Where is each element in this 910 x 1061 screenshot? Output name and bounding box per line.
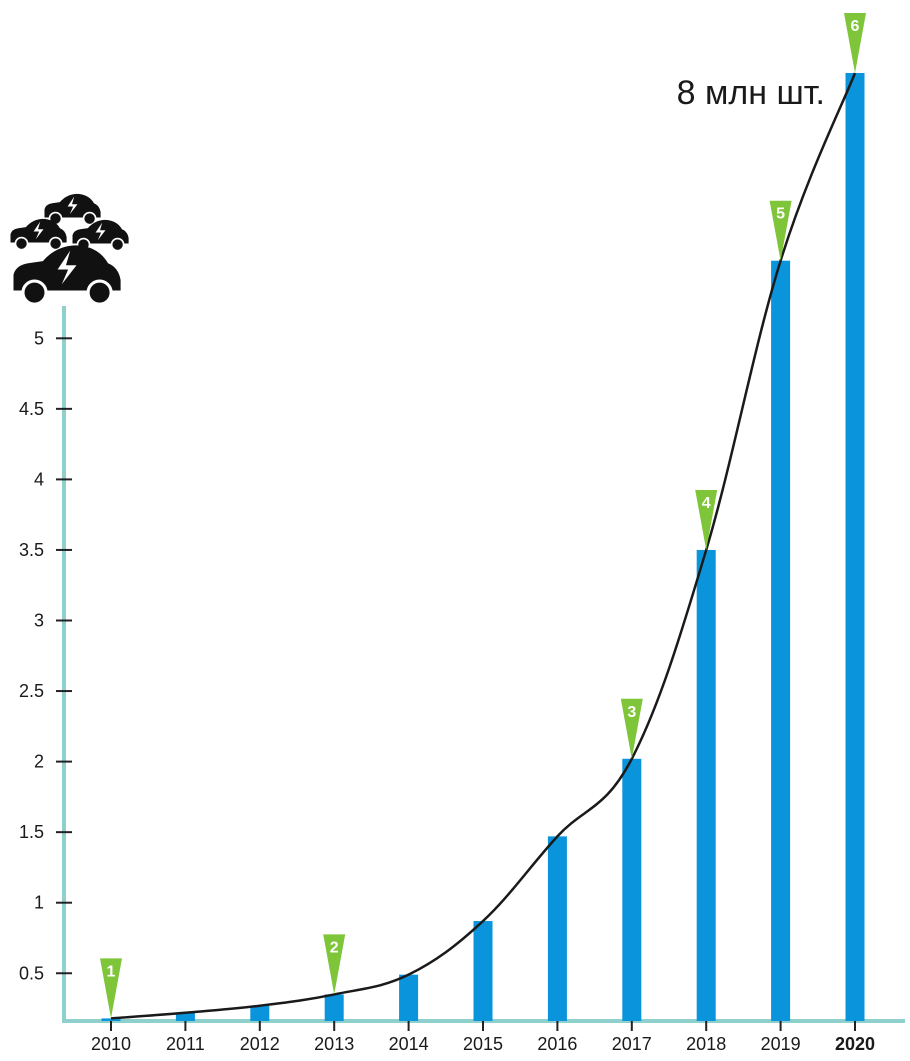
trend-line [110,72,857,1020]
x-tick-label: 2013 [314,1034,354,1054]
marker-triangle [769,200,792,261]
x-tick-label: 2015 [463,1034,503,1054]
marker-label: 1 [107,963,116,980]
y-tick-label: 4.5 [19,399,44,419]
bar-2018 [696,549,716,1021]
electric-cars-icon [10,193,129,306]
y-tick-label: 0.5 [19,963,44,983]
callout-label: 8 млн шт. [677,74,825,112]
bar-2010 [101,1018,121,1021]
lightning-icon [33,221,44,240]
car-icon [10,218,67,251]
car-icon [44,193,101,226]
x-tick-label: 2012 [240,1034,280,1054]
y-tick-label: 5 [34,328,44,348]
y-tick-label: 2.5 [19,681,44,701]
y-tick-label: 4 [34,469,44,489]
x-tick-label: 2019 [761,1034,801,1054]
x-tick-label: 2014 [389,1034,429,1054]
marker-label: 3 [627,704,636,721]
marker-triangle [695,489,718,550]
lightning-icon [95,222,106,241]
marker-6: 6 [844,13,866,73]
bar-2014 [399,974,419,1021]
y-tick-label: 3 [34,611,44,631]
marker-3: 3 [620,698,643,759]
car-icon [13,245,121,306]
marker-4: 4 [695,489,718,550]
marker-triangle [100,958,122,1019]
marker-triangle [620,698,643,759]
y-tick-label: 1.5 [19,822,44,842]
marker-label: 6 [851,18,860,35]
lightning-icon [57,250,77,285]
markers: 1 2 3 4 5 6 [100,13,866,1019]
y-tick-label: 1 [34,893,44,913]
marker-label: 4 [702,495,711,512]
marker-triangle [323,934,346,995]
x-tick-label: 2016 [537,1034,577,1054]
marker-label: 5 [776,206,785,223]
x-tick-label: 2020 [835,1034,875,1054]
y-tick-label: 3.5 [19,540,44,560]
axes: 5 4.5 4 3.5 3 2.5 2 1.5 1 0.5 2010 2011 2012 2013 2014… [19,306,905,1054]
bar-2013 [324,994,344,1021]
x-tick-label: 2017 [612,1034,652,1054]
marker-2: 2 [323,934,346,995]
lightning-icon [67,196,78,215]
bar-2012 [250,1005,270,1021]
x-tick-label: 2018 [686,1034,726,1054]
y-tick-label: 2 [34,752,44,772]
x-tick-label: 2011 [166,1034,205,1054]
marker-5: 5 [769,200,792,261]
bar-2016 [547,836,567,1021]
bar-2017 [622,758,642,1021]
labels: 8 млн шт. [677,74,825,112]
trend-curve [110,72,857,1020]
bar-2011 [175,1012,195,1021]
bar-2015 [473,921,493,1021]
marker-triangle [844,13,866,73]
x-tick-label: 2010 [91,1034,131,1054]
bar-2019 [771,260,791,1021]
bars [101,73,865,1021]
marker-1: 1 [100,958,122,1019]
marker-label: 2 [330,939,339,956]
bar-2020 [845,73,865,1021]
